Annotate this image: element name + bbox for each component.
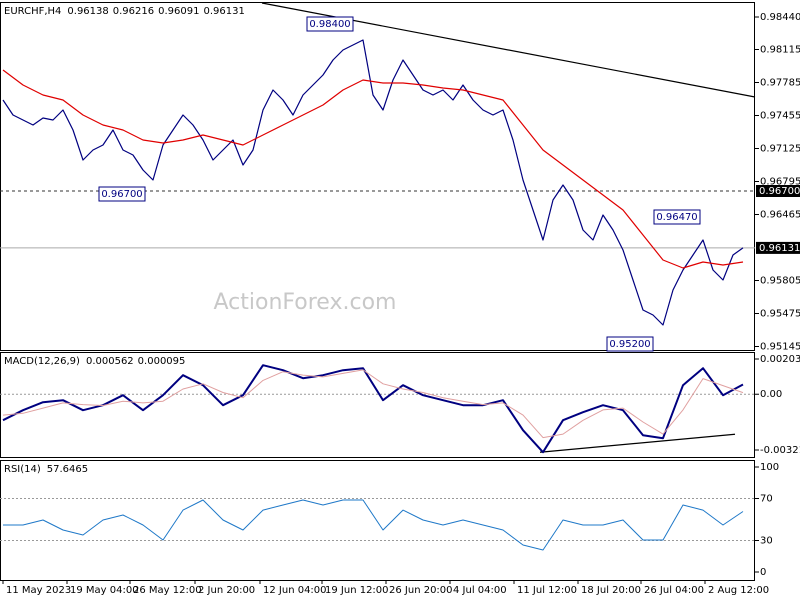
y-tick-label: 0.97785 [760, 78, 800, 89]
y-tick-label: -0.003214 [760, 445, 800, 456]
watermark: ActionForex.com [214, 290, 397, 315]
panel-frame [0, 460, 755, 581]
annotation-box [306, 16, 354, 32]
panel-header: MACD(12,26,9) 0.000562 0.000095 [4, 356, 185, 367]
series-line [2, 69, 744, 269]
y-tick-label: 0 [760, 567, 766, 578]
annotation-box [606, 336, 654, 352]
current-price-label: 0.96131 [759, 243, 800, 254]
readout-value: 0.96131 [203, 6, 244, 17]
annotation-label: 0.98400 [309, 19, 350, 30]
x-tick-label: 26 May 12:00 [133, 585, 202, 596]
panel-title: RSI(14) [4, 464, 41, 475]
x-tick-label: 11 Jul 12:00 [517, 585, 577, 596]
annotation-label: 0.96470 [656, 212, 697, 223]
annotation-label: 0.96700 [101, 189, 142, 200]
level-tag [756, 185, 800, 197]
panel-header: RSI(14) 57.6465 [4, 464, 88, 475]
x-tick-label: 18 Jul 20:00 [581, 585, 641, 596]
y-tick-label: 0.95145 [760, 342, 800, 353]
annotation-box [653, 209, 701, 225]
x-tick-label: 19 Jun 12:00 [325, 585, 389, 596]
current-price-tag [756, 241, 800, 254]
x-tick-label: 12 Jun 04:00 [263, 585, 327, 596]
readout-value: 0.96091 [158, 6, 199, 17]
y-tick-label: 100 [760, 462, 779, 473]
series-line [3, 499, 744, 551]
y-tick-label: 0.96795 [760, 177, 800, 188]
readout-value: 0.96138 [67, 6, 108, 17]
readout-value: 0.000562 [86, 356, 134, 367]
y-tick-label: 0.98440 [760, 12, 800, 23]
readout-value: 0.96216 [113, 6, 154, 17]
series-line [2, 369, 744, 439]
y-tick-label: 30 [760, 536, 773, 547]
x-tick-label: 2 Jun 20:00 [198, 585, 255, 596]
panel-title: EURCHF,H4 [4, 6, 61, 17]
x-tick-label: 19 May 04:00 [70, 585, 139, 596]
y-tick-label: 0.97455 [760, 111, 800, 122]
panel-frame [0, 2, 755, 351]
y-tick-label: 70 [760, 494, 773, 505]
y-tick-label: 0.00 [760, 389, 782, 400]
x-tick-label: 4 Jul 04:00 [453, 585, 507, 596]
panel-title: MACD(12,26,9) [4, 356, 80, 367]
panel-header: EURCHF,H4 0.96138 0.96216 0.96091 0.96131 [4, 6, 245, 17]
annotation-box [98, 186, 146, 202]
annotation-label: 0.95200 [609, 339, 650, 350]
series-line [2, 364, 744, 454]
x-tick-label: 26 Jul 04:00 [644, 585, 704, 596]
trend-line [539, 433, 736, 453]
y-tick-label: 0.97125 [760, 144, 800, 155]
x-tick-label: 26 Jun 20:00 [389, 585, 453, 596]
readout-value: 0.000095 [138, 356, 186, 367]
x-tick-label: 11 May 2023 [6, 585, 71, 596]
y-tick-label: 0.002031 [760, 354, 800, 365]
series-line [2, 39, 744, 326]
x-tick-label: 2 Aug 12:00 [708, 585, 769, 596]
readout-value: 57.6465 [47, 464, 88, 475]
y-tick-label: 0.98115 [760, 45, 800, 56]
y-tick-label: 0.95805 [760, 276, 800, 287]
y-tick-label: 0.96465 [760, 210, 800, 221]
level-tag-label: 0.96700 [759, 186, 800, 197]
y-tick-label: 0.95475 [760, 309, 800, 320]
panel-frame [0, 352, 755, 458]
